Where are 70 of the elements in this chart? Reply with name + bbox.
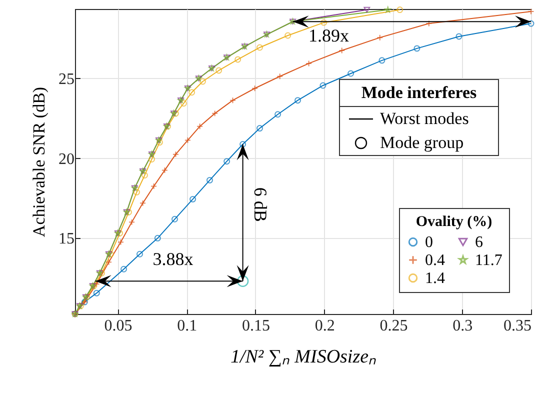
annotation: Mode group — [380, 133, 464, 153]
x-tick-label: 0.05 — [104, 318, 132, 334]
point — [172, 216, 178, 222]
annotation: Worst modes — [380, 109, 469, 129]
point — [148, 156, 155, 162]
point — [212, 110, 218, 117]
point — [196, 123, 204, 130]
point — [161, 167, 168, 174]
x-tick-label: 0.35 — [504, 318, 532, 334]
point — [118, 238, 124, 246]
point — [378, 57, 386, 64]
point — [338, 47, 346, 54]
point — [276, 73, 284, 80]
y-tick-label: 15 — [58, 230, 74, 248]
point — [284, 32, 292, 39]
y-axis-title: Achievable SNR (dB) — [30, 86, 48, 238]
annotation: Mode interferes — [340, 80, 498, 107]
x-tick-label: 0.3 — [452, 318, 473, 334]
point — [426, 20, 432, 27]
x-tick-label: 0.15 — [242, 318, 270, 334]
x-axis-title: 1/N² ∑ₙ MISOsizeₙ — [230, 346, 377, 368]
y-tick-label: 25 — [58, 70, 74, 88]
annotation: 3.88x — [152, 249, 194, 270]
point — [224, 158, 230, 165]
point — [93, 290, 100, 296]
point — [376, 34, 384, 41]
x-tick-label: 0.2 — [314, 318, 335, 334]
point — [93, 280, 100, 288]
annotation: 6 dB — [250, 187, 271, 222]
legend-label: 11.7 — [475, 252, 502, 269]
legend-label: 0 — [425, 234, 433, 251]
point — [294, 97, 302, 104]
point — [136, 250, 143, 258]
y-tick-label: 20 — [58, 150, 74, 168]
point — [216, 67, 222, 74]
point — [199, 78, 206, 85]
point — [120, 266, 128, 272]
point — [140, 200, 146, 206]
point — [206, 176, 213, 184]
x-tick-label: 0.25 — [380, 318, 408, 334]
point — [230, 97, 236, 104]
point — [240, 141, 246, 148]
point — [274, 111, 282, 118]
point — [128, 218, 135, 226]
point — [320, 19, 328, 26]
point — [256, 44, 263, 51]
point — [116, 230, 124, 236]
legend-label: 6 — [475, 234, 483, 251]
point — [456, 33, 462, 40]
point — [188, 89, 196, 96]
point — [154, 234, 161, 242]
point — [184, 137, 191, 144]
point — [348, 70, 354, 77]
point — [150, 183, 158, 190]
x-tick-label: 0.1 — [177, 318, 198, 334]
legend-label: 1.4 — [425, 270, 445, 287]
point — [364, 6, 370, 13]
point — [320, 82, 326, 89]
point — [306, 60, 312, 67]
point — [256, 125, 263, 132]
point — [414, 45, 420, 52]
legend-title: Ovality (%) — [416, 214, 492, 230]
point — [106, 258, 112, 266]
point — [234, 56, 242, 63]
annotation: 1.89x — [308, 26, 350, 46]
legend-label: 0.4 — [425, 252, 445, 269]
point — [172, 151, 179, 158]
point — [236, 275, 249, 287]
point — [190, 196, 196, 202]
point — [252, 85, 258, 92]
